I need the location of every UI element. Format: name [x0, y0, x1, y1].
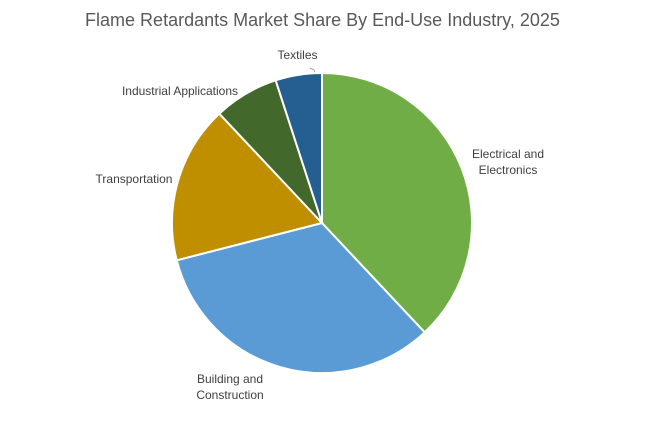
- slice-label: Electrical and Electronics: [471, 147, 545, 177]
- pie-slice: [175, 221, 427, 374]
- pie-slice: [321, 71, 473, 334]
- slice-label: Transportation: [95, 172, 173, 186]
- pie-slice: [171, 112, 324, 262]
- slice-label: Building and Construction: [196, 372, 264, 402]
- chart-title: Flame Retardants Market Share By End-Use…: [85, 10, 560, 30]
- pie-slice: [274, 71, 323, 224]
- slice-label: Textiles: [277, 48, 318, 62]
- slice-label: Industrial Applications: [121, 84, 239, 98]
